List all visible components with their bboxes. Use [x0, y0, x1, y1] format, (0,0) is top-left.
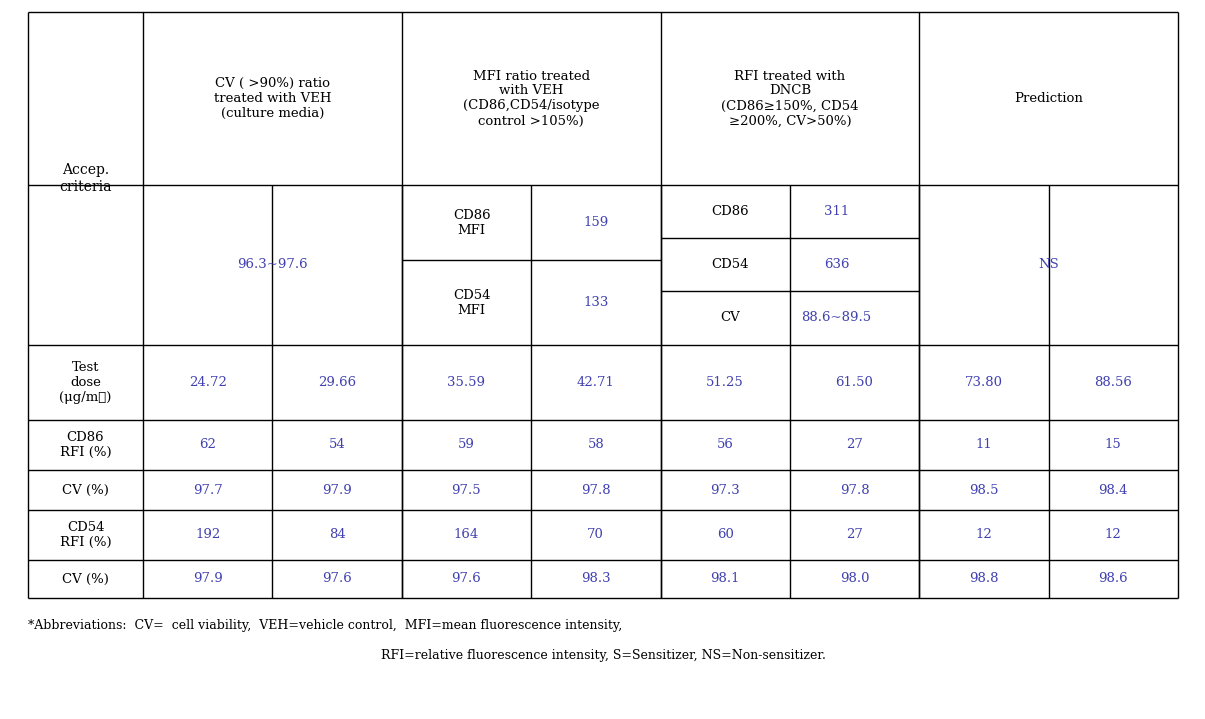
Text: *Abbreviations:  CV=  cell viability,  VEH=vehicle control,  MFI=mean fluorescen: *Abbreviations: CV= cell viability, VEH=…: [28, 620, 622, 633]
Text: CV (%): CV (%): [63, 483, 108, 497]
Text: CD86
MFI: CD86 MFI: [453, 209, 490, 237]
Text: 98.4: 98.4: [1099, 483, 1128, 497]
Text: 62: 62: [199, 439, 216, 452]
Text: 61.50: 61.50: [835, 376, 874, 389]
Text: 58: 58: [588, 439, 604, 452]
Text: 88.6~89.5: 88.6~89.5: [801, 311, 871, 324]
Text: 15: 15: [1105, 439, 1122, 452]
Text: 97.6: 97.6: [322, 572, 352, 585]
Text: 97.9: 97.9: [322, 483, 352, 497]
Text: CD54: CD54: [712, 257, 750, 270]
Text: 133: 133: [583, 296, 609, 309]
Text: 98.0: 98.0: [840, 572, 869, 585]
Text: 54: 54: [329, 439, 346, 452]
Text: NS: NS: [1039, 259, 1059, 272]
Text: 159: 159: [583, 216, 609, 229]
Text: 27: 27: [846, 439, 863, 452]
Text: CV ( >90%) ratio
treated with VEH
(culture media): CV ( >90%) ratio treated with VEH (cultu…: [213, 77, 331, 120]
Text: CV: CV: [721, 311, 740, 324]
Text: 27: 27: [846, 528, 863, 541]
Text: 97.6: 97.6: [452, 572, 481, 585]
Text: CV (%): CV (%): [63, 572, 108, 585]
Text: 636: 636: [824, 257, 850, 270]
Text: 73.80: 73.80: [965, 376, 1003, 389]
Text: RFI treated with
DNCB
(CD86≥150%, CD54
≥200%, CV>50%): RFI treated with DNCB (CD86≥150%, CD54 ≥…: [721, 70, 859, 127]
Text: Accep.
criteria: Accep. criteria: [59, 163, 112, 193]
Text: RFI=relative fluorescence intensity, S=Sensitizer, NS=Non-sensitizer.: RFI=relative fluorescence intensity, S=S…: [381, 649, 825, 662]
Text: 88.56: 88.56: [1094, 376, 1133, 389]
Text: 59: 59: [458, 439, 475, 452]
Text: 12: 12: [1105, 528, 1122, 541]
Text: 11: 11: [976, 439, 992, 452]
Text: 98.6: 98.6: [1099, 572, 1128, 585]
Text: 98.8: 98.8: [969, 572, 999, 585]
Text: 70: 70: [587, 528, 604, 541]
Text: 97.9: 97.9: [193, 572, 223, 585]
Text: 311: 311: [824, 205, 850, 218]
Text: CD54
MFI: CD54 MFI: [453, 288, 490, 316]
Text: CD86: CD86: [711, 205, 750, 218]
Text: CD86
RFI (%): CD86 RFI (%): [60, 431, 111, 459]
Text: CD54
RFI (%): CD54 RFI (%): [60, 521, 111, 549]
Text: 96.3~97.6: 96.3~97.6: [237, 259, 307, 272]
Text: 51.25: 51.25: [706, 376, 743, 389]
Text: Prediction: Prediction: [1015, 92, 1083, 105]
Text: 56: 56: [717, 439, 734, 452]
Text: 35.59: 35.59: [447, 376, 486, 389]
Text: 97.8: 97.8: [581, 483, 611, 497]
Text: 98.1: 98.1: [711, 572, 740, 585]
Text: 97.8: 97.8: [840, 483, 869, 497]
Text: 98.3: 98.3: [581, 572, 611, 585]
Text: 12: 12: [976, 528, 992, 541]
Text: 84: 84: [329, 528, 346, 541]
Text: 42.71: 42.71: [577, 376, 615, 389]
Text: 29.66: 29.66: [318, 376, 357, 389]
Text: 97.5: 97.5: [452, 483, 481, 497]
Text: Test
dose
(μg/mℓ): Test dose (μg/mℓ): [59, 361, 112, 404]
Text: 24.72: 24.72: [189, 376, 227, 389]
Text: 192: 192: [195, 528, 221, 541]
Text: 97.3: 97.3: [710, 483, 740, 497]
Text: 60: 60: [717, 528, 734, 541]
Text: 164: 164: [454, 528, 480, 541]
Text: MFI ratio treated
with VEH
(CD86,CD54/isotype
control >105%): MFI ratio treated with VEH (CD86,CD54/is…: [463, 70, 599, 127]
Text: 97.7: 97.7: [193, 483, 223, 497]
Text: 98.5: 98.5: [969, 483, 999, 497]
